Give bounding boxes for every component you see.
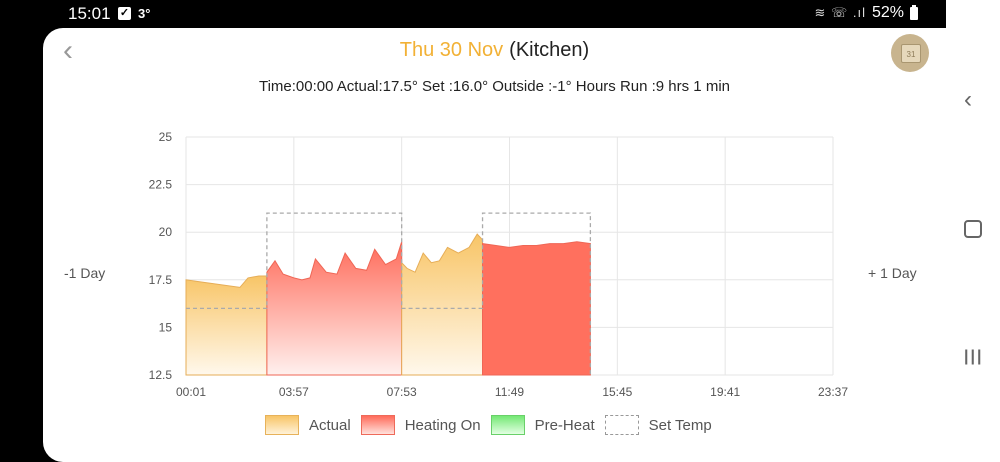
status-temperature: 3° [138,6,151,21]
legend-actual-label: Actual [309,416,351,434]
x-tick-label: 15:45 [602,385,632,399]
y-tick-label: 15 [159,320,173,334]
y-tick-label: 22.5 [149,178,173,192]
actual-area [185,275,268,376]
legend-actual-swatch [265,415,299,435]
legend-set-label: Set Temp [648,416,712,434]
title-date: Thu 30 Nov [399,39,504,61]
legend-heating: Heating On [360,415,481,435]
x-tick-label: 23:37 [818,385,848,399]
system-back-icon[interactable]: ‹ [964,86,972,113]
app-screen: ‹ Thu 30 Nov (Kitchen) 31 Time:00:00 Actu… [43,28,946,462]
title-room: (Kitchen) [509,39,590,61]
y-tick-label: 25 [159,130,173,144]
system-recents-icon[interactable]: ||| [964,348,984,365]
actual-area [401,233,483,376]
next-day-button[interactable]: + 1 Day [868,265,917,281]
status-time: 15:01 [68,4,111,23]
legend-set-temp: Set Temp [604,415,712,435]
x-tick-label: 19:41 [710,385,740,399]
battery-icon [910,4,918,20]
signal-icons: ≋ ☏ .ıl [814,5,866,20]
heating-area [482,241,591,376]
y-tick-label: 12.5 [149,368,173,382]
notification-check-icon: ✓ [118,7,131,20]
status-bar: 15:01 ✓ 3° ≋ ☏ .ıl 52% [0,0,946,28]
x-tick-label: 11:49 [495,385,524,399]
legend-heating-swatch [360,415,395,435]
chart-legend: Actual Heating On Pre-Heat Set Temp [265,415,722,435]
prev-day-button[interactable]: -1 Day [64,265,106,281]
page-title: Thu 30 Nov (Kitchen) [43,39,946,62]
legend-heating-label: Heating On [404,416,481,434]
legend-preheat: Pre-Heat [490,415,595,435]
battery-level: 52% [871,4,904,21]
x-tick-label: 00:01 [176,385,206,399]
system-nav-bar: ‹ ||| [946,0,1000,462]
x-tick-label: 07:53 [387,385,417,399]
calendar-button[interactable]: 31 [891,34,929,72]
x-tick-label: 03:57 [279,385,309,399]
legend-preheat-label: Pre-Heat [534,416,595,434]
y-tick-label: 20 [159,225,173,239]
status-right: ≋ ☏ .ıl 52% [814,4,918,22]
system-home-icon[interactable] [964,220,982,238]
back-arrow-icon[interactable]: ‹ [63,34,73,67]
calendar-icon: 31 [901,44,921,63]
heating-area [266,241,403,376]
legend-actual: Actual [265,415,351,435]
legend-preheat-swatch [490,415,525,435]
y-tick-label: 17.5 [149,273,173,287]
info-line: Time:00:00 Actual:17.5° Set :16.0° Outsi… [258,78,730,95]
temperature-chart: 25 22.5 20 17.5 15 12.5 00:01 03:57 07:53 11:49 1… [149,130,849,399]
legend-set-swatch [604,415,639,435]
set-temp-line [186,212,592,375]
